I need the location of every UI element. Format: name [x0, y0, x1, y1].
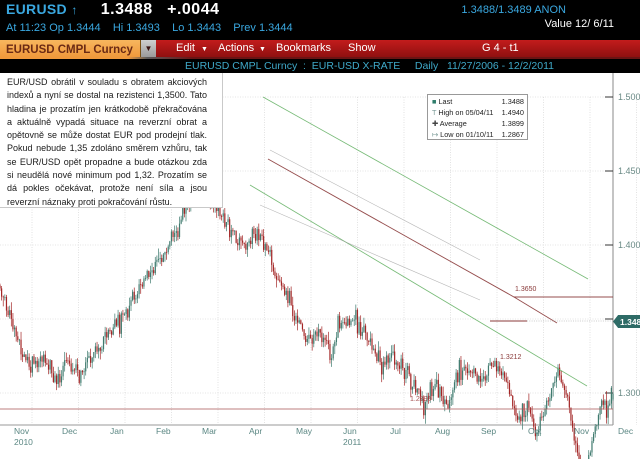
svg-text:1.3212: 1.3212 — [500, 354, 522, 361]
svg-text:1.4000: 1.4000 — [618, 240, 640, 250]
svg-text:1.3650: 1.3650 — [515, 286, 537, 293]
svg-text:1.5000: 1.5000 — [618, 92, 640, 102]
svg-text:1.4500: 1.4500 — [618, 166, 640, 176]
svg-text:1.3000: 1.3000 — [618, 388, 640, 398]
svg-text:1.2890: 1.2890 — [410, 396, 432, 403]
